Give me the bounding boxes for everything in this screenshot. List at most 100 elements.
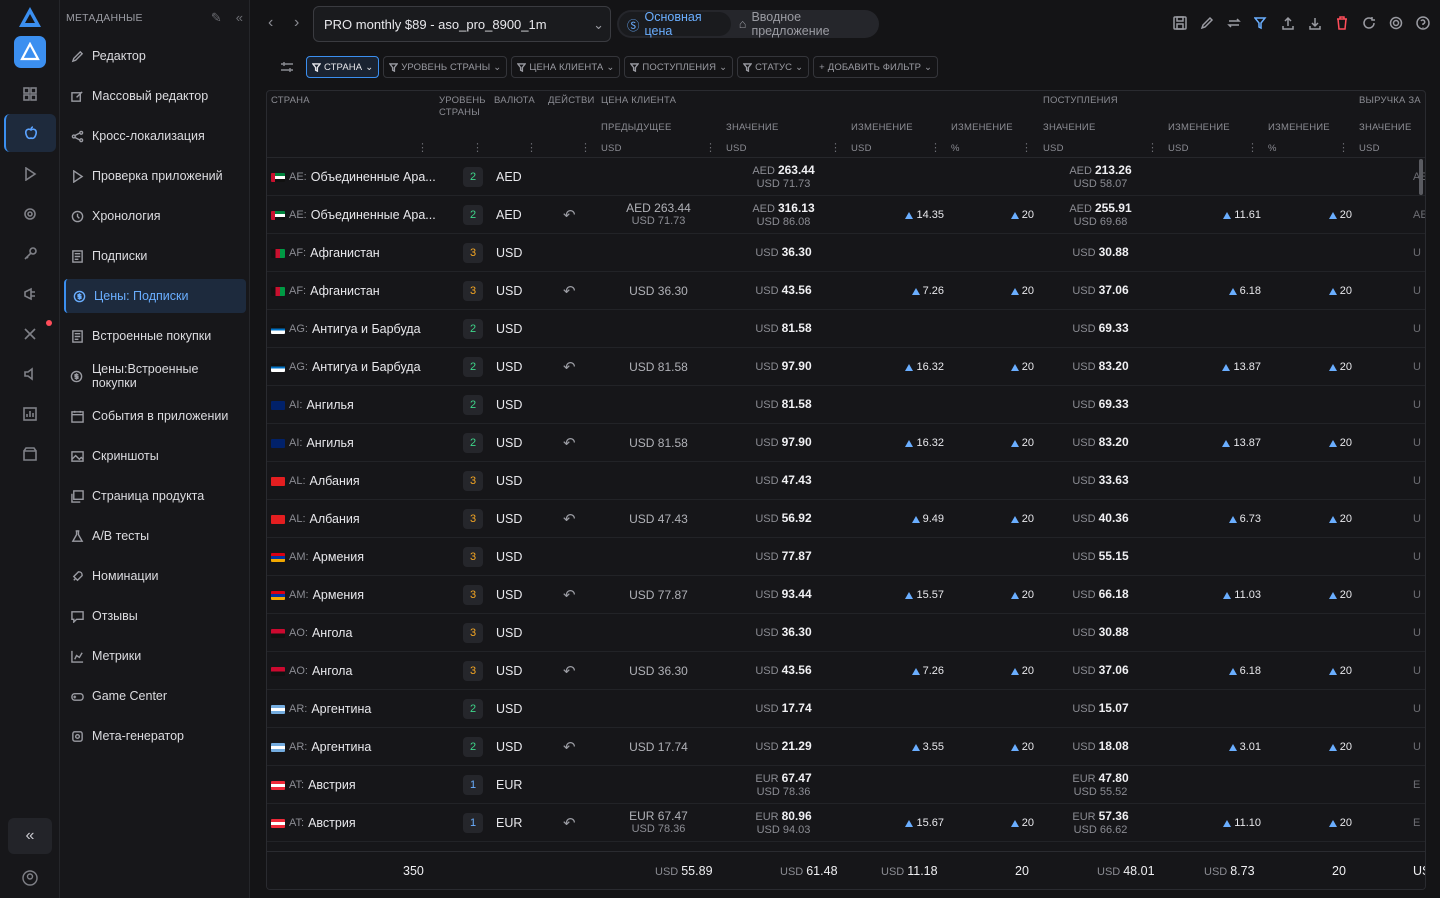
undo-icon[interactable]: ↶: [563, 207, 576, 224]
sidebar-item[interactable]: Мета-генератор: [64, 719, 246, 753]
sidebar-item[interactable]: Game Center: [64, 679, 246, 713]
filter-status[interactable]: СТАТУС ⌄: [737, 56, 810, 78]
sidebar-item[interactable]: Массовый редактор: [64, 79, 246, 113]
sidebar-item[interactable]: Подписки: [64, 239, 246, 273]
table-row[interactable]: AM: Армения 3 USD ↶ USD 77.87 USD 93.44 15.57 20 U…: [267, 576, 1425, 614]
sync-icon[interactable]: [1227, 16, 1241, 30]
undo-icon[interactable]: ↶: [563, 739, 576, 756]
undo-icon[interactable]: ↶: [563, 435, 576, 452]
table-row[interactable]: AI: Ангилья 2 USD USD 81.58 USD 69.33 U: [267, 386, 1425, 424]
table-settings-icon[interactable]: [278, 58, 296, 76]
column-menu-icon[interactable]: ⋮: [1247, 142, 1258, 154]
table-row[interactable]: AO: Ангола 3 USD USD 36.30 USD 30.88 U: [267, 614, 1425, 652]
sidebar-item[interactable]: Хронология: [64, 199, 246, 233]
undo-icon[interactable]: ↶: [563, 359, 576, 376]
table-row[interactable]: AE: Объединенные Ара... 2 AED ↶ AED 263.44 USD…: [267, 196, 1425, 234]
column-menu-icon[interactable]: ⋮: [1021, 142, 1032, 154]
refresh-icon[interactable]: [1362, 16, 1376, 30]
chart-icon[interactable]: [20, 404, 40, 424]
filter-proceeds[interactable]: ПОСТУПЛЕНИЯ ⌄: [624, 56, 734, 78]
megaphone-icon[interactable]: [20, 284, 40, 304]
col-cp-value[interactable]: ЗНАЧЕНИЕ: [726, 122, 779, 133]
table-row[interactable]: AT: Австрия 1 EUR EUR 67.47 USD 78.36 EUR 47.80 U…: [267, 766, 1425, 804]
sidebar-item[interactable]: Метрики: [64, 639, 246, 673]
table-row[interactable]: AG: Антигуа и Барбуда 2 USD ↶ USD 81.58 USD 97.…: [267, 348, 1425, 386]
col-cp-change-pct[interactable]: ИЗМЕНЕНИЕ: [951, 122, 1013, 133]
tools-icon[interactable]: [20, 324, 40, 344]
pencil-icon[interactable]: [1200, 16, 1214, 30]
base-price-tab[interactable]: Ⓢ Основная цена: [619, 10, 731, 38]
table-row[interactable]: AO: Ангола 3 USD ↶ USD 36.30 USD 43.56 7.26 20 USD…: [267, 652, 1425, 690]
store-icon[interactable]: [20, 444, 40, 464]
upload-icon[interactable]: [1281, 16, 1295, 30]
table-row[interactable]: AT: Австрия 1 EUR ↶ EUR 67.47 USD 78.36 EUR 80.9…: [267, 804, 1425, 842]
collapse-rail-button[interactable]: «: [8, 818, 52, 854]
table-row[interactable]: AF: Афганистан 3 USD USD 36.30 USD 30.88 U: [267, 234, 1425, 272]
col-pr-change-usd[interactable]: ИЗМЕНЕНИЕ: [1168, 122, 1230, 133]
apple-icon[interactable]: [4, 114, 56, 152]
user-icon[interactable]: [22, 870, 38, 886]
table-row[interactable]: AR: Аргентина 2 USD USD 17.74 USD 15.07 U: [267, 690, 1425, 728]
sidebar-item[interactable]: Скриншоты: [64, 439, 246, 473]
sidebar-item[interactable]: Цены: Подписки: [64, 279, 246, 313]
column-menu-icon[interactable]: ⋮: [1338, 142, 1349, 154]
table-row[interactable]: AG: Антигуа и Барбуда 2 USD USD 81.58 USD 69.33…: [267, 310, 1425, 348]
undo-icon[interactable]: ↶: [563, 587, 576, 604]
column-menu-icon[interactable]: ⋮: [417, 142, 428, 154]
column-menu-icon[interactable]: ⋮: [1147, 142, 1158, 154]
sidebar-item[interactable]: A/B тесты: [64, 519, 246, 553]
table-row[interactable]: AL: Албания 3 USD USD 47.43 USD 33.63 U: [267, 462, 1425, 500]
edit-icon[interactable]: ✎: [210, 10, 222, 25]
filter-customer-price[interactable]: ЦЕНА КЛИЕНТА ⌄: [511, 56, 621, 78]
key-icon[interactable]: [20, 244, 40, 264]
help-icon[interactable]: [1416, 16, 1430, 30]
col-pr-value[interactable]: ЗНАЧЕНИЕ: [1043, 122, 1096, 133]
gear-icon[interactable]: [1389, 16, 1403, 30]
sidebar-item[interactable]: Редактор: [64, 39, 246, 73]
forward-arrow-icon[interactable]: ›: [294, 14, 300, 31]
sidebar-item[interactable]: Кросс-локализация: [64, 119, 246, 153]
undo-icon[interactable]: ↶: [563, 815, 576, 832]
back-arrow-icon[interactable]: ‹: [268, 14, 274, 31]
plan-select[interactable]: PRO monthly $89 - aso_pro_8900_1m ⌄: [313, 6, 611, 42]
sidebar-item[interactable]: Встроенные покупки: [64, 319, 246, 353]
collapse-sidebar-icon[interactable]: «: [235, 10, 243, 25]
play-store-icon[interactable]: [20, 164, 40, 184]
col-pr-change-pct[interactable]: ИЗМЕНЕНИЕ: [1268, 122, 1330, 133]
column-menu-icon[interactable]: ⋮: [472, 142, 483, 154]
col-country[interactable]: СТРАНА: [271, 95, 310, 106]
add-filter-button[interactable]: + ДОБАВИТЬ ФИЛЬТР ⌄: [813, 56, 939, 78]
volume-icon[interactable]: [20, 364, 40, 384]
column-menu-icon[interactable]: ⋮: [830, 142, 841, 154]
filter-star-icon[interactable]: [1254, 16, 1268, 30]
column-menu-icon[interactable]: ⋮: [930, 142, 941, 154]
save-icon[interactable]: [1173, 16, 1187, 30]
vertical-scrollbar[interactable]: [1419, 159, 1423, 195]
col-actions[interactable]: ДЕЙСТВИ: [548, 95, 595, 106]
table-row[interactable]: AI: Ангилья 2 USD ↶ USD 81.58 USD 97.90 16.32 20 U…: [267, 424, 1425, 462]
col-cp-previous[interactable]: ПРЕДЫДУЩЕЕ: [601, 122, 672, 133]
col-currency[interactable]: ВАЛЮТА: [494, 95, 535, 106]
col-rev-value[interactable]: ЗНАЧЕНИЕ: [1359, 122, 1412, 133]
undo-icon[interactable]: ↶: [563, 663, 576, 680]
column-menu-icon[interactable]: ⋮: [526, 142, 537, 154]
table-row[interactable]: AL: Албания 3 USD ↶ USD 47.43 USD 56.92 9.49 20 US…: [267, 500, 1425, 538]
sidebar-item[interactable]: Номинации: [64, 559, 246, 593]
filter-tier[interactable]: УРОВЕНЬ СТРАНЫ ⌄: [383, 56, 508, 78]
dashboard-icon[interactable]: [20, 84, 40, 104]
sidebar-item[interactable]: Страница продукта: [64, 479, 246, 513]
column-menu-icon[interactable]: ⋮: [705, 142, 716, 154]
sidebar-item[interactable]: События в приложении: [64, 399, 246, 433]
app-avatar[interactable]: [14, 36, 46, 68]
table-row[interactable]: AF: Афганистан 3 USD ↶ USD 36.30 USD 43.56 7.26 2…: [267, 272, 1425, 310]
intro-offer-tab[interactable]: ⌂ Вводное предложение: [731, 10, 877, 38]
target-icon[interactable]: [20, 204, 40, 224]
sidebar-item[interactable]: Отзывы: [64, 599, 246, 633]
sidebar-item[interactable]: Проверка приложений: [64, 159, 246, 193]
undo-icon[interactable]: ↶: [563, 511, 576, 528]
trash-icon[interactable]: [1335, 16, 1349, 30]
table-row[interactable]: AR: Аргентина 2 USD ↶ USD 17.74 USD 21.29 3.55 20…: [267, 728, 1425, 766]
filter-country[interactable]: СТРАНА ⌄: [306, 56, 380, 78]
sidebar-item[interactable]: Цены:Встроенные покупки: [64, 359, 246, 393]
table-row[interactable]: AE: Объединенные Ара... 2 AED AED 263.44 USD 7…: [267, 158, 1425, 196]
